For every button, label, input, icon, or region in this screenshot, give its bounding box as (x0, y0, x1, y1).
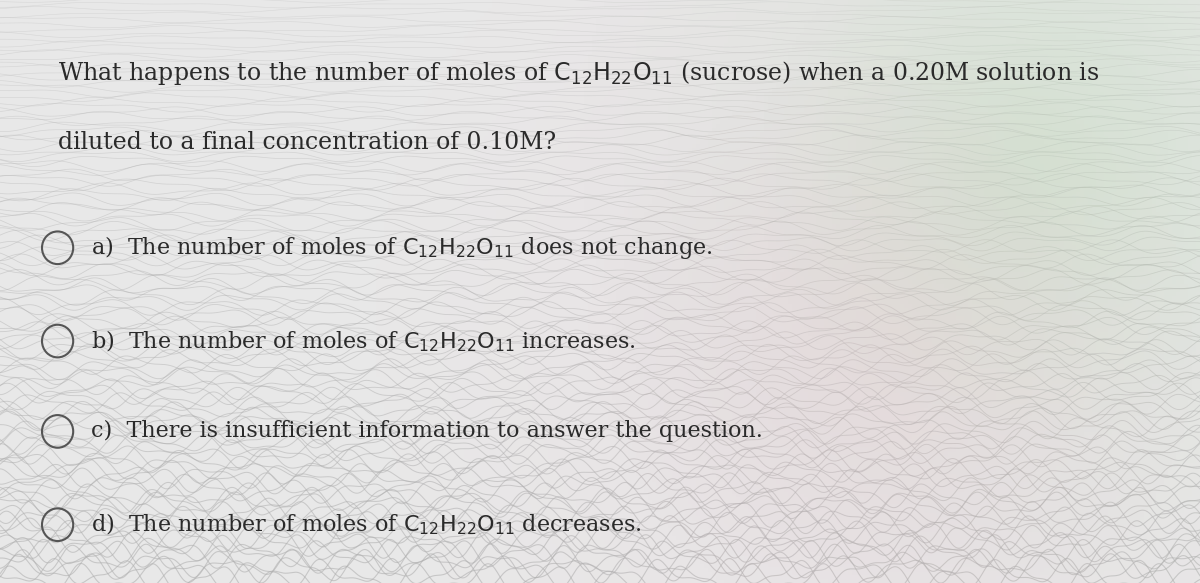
Text: a)  The number of moles of $\mathrm{C_{12}H_{22}O_{11}}$ does not change.: a) The number of moles of $\mathrm{C_{12… (91, 234, 713, 261)
Text: diluted to a final concentration of 0.10M?: diluted to a final concentration of 0.10… (58, 131, 556, 154)
Text: d)  The number of moles of $\mathrm{C_{12}H_{22}O_{11}}$ decreases.: d) The number of moles of $\mathrm{C_{12… (91, 512, 642, 538)
Text: c)  There is insufficient information to answer the question.: c) There is insufficient information to … (91, 420, 763, 442)
Text: What happens to the number of moles of $\mathrm{C_{12}H_{22}O_{11}}$ (sucrose) w: What happens to the number of moles of $… (58, 59, 1099, 87)
Text: b)  The number of moles of $\mathrm{C_{12}H_{22}O_{11}}$ increases.: b) The number of moles of $\mathrm{C_{12… (91, 328, 636, 354)
